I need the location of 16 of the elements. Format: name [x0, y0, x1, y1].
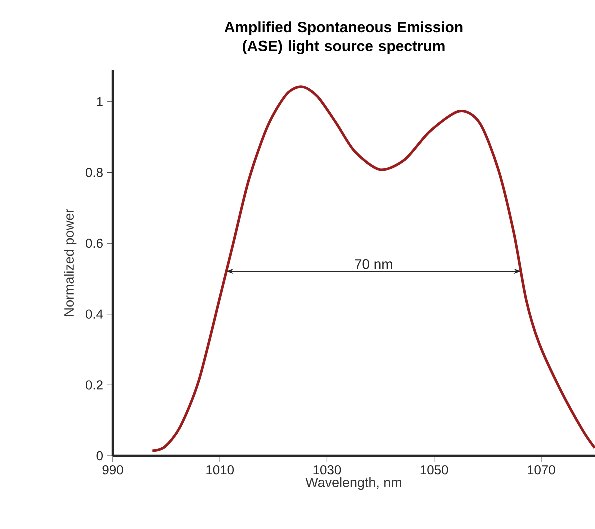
- y-axis-title: Normalized power: [64, 209, 77, 316]
- y-tick-label: 0.6: [86, 238, 103, 248]
- y-tick-label: 0.8: [86, 168, 103, 178]
- x-tick-label: 990: [102, 465, 124, 475]
- y-tick-label: 0: [96, 451, 104, 461]
- y-tick-label: 1: [97, 97, 103, 106]
- x-tick-label: 1070: [528, 465, 556, 475]
- y-tick-label: 0.4: [86, 310, 104, 319]
- chart-title: Amplified Spontaneous Emission (ASE) light source spectrum: [224, 22, 463, 55]
- x-tick-label: 1010: [206, 465, 234, 475]
- annotation: 70 nm: [355, 259, 392, 270]
- x-tick-label: 1050: [420, 465, 448, 475]
- x-tick-label: 1030: [314, 465, 342, 475]
- x-axis-title: Wavelength, nm: [306, 478, 402, 490]
- line-series: [151, 86, 595, 452]
- y-tick-label: 0.2: [86, 380, 103, 390]
